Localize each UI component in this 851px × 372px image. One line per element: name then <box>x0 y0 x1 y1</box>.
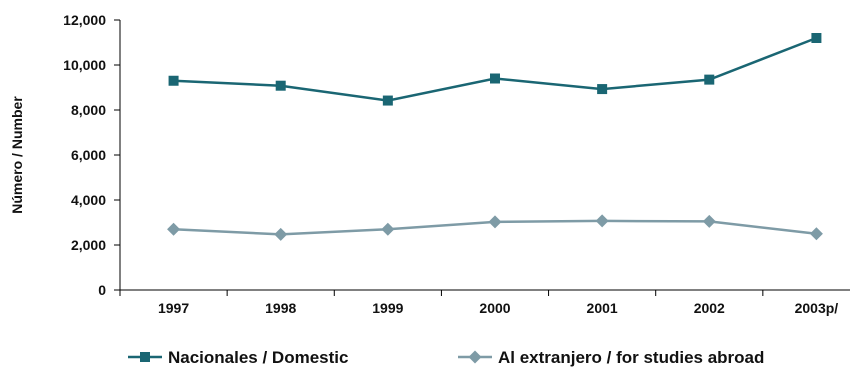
x-tick-label: 2000 <box>479 300 510 316</box>
x-tick-label: 2003p/ <box>795 300 839 316</box>
data-point <box>489 73 500 84</box>
y-axis-title: Número / Number <box>9 96 25 214</box>
y-tick-label: 0 <box>98 282 106 298</box>
legend-label: Al extranjero / for studies abroad <box>498 348 764 367</box>
data-point <box>382 95 393 106</box>
axes-layer <box>119 20 850 291</box>
data-point <box>704 74 715 85</box>
data-point <box>168 75 179 86</box>
data-point <box>809 227 823 241</box>
x-tick-label: 2002 <box>694 300 725 316</box>
y-tick-label: 12,000 <box>63 12 106 28</box>
legend: Nacionales / Domestic Al extranjero / for… <box>128 348 764 367</box>
x-tick-label: 1999 <box>372 300 403 316</box>
legend-item: Nacionales / Domestic <box>128 348 348 367</box>
y-tick-label: 6,000 <box>71 147 106 163</box>
data-point <box>488 215 502 229</box>
legend-label: Nacionales / Domestic <box>168 348 348 367</box>
data-point <box>381 222 395 236</box>
x-tick-label: 1997 <box>158 300 189 316</box>
data-point <box>274 227 288 241</box>
legend-swatch-marker <box>468 350 482 364</box>
data-point <box>275 80 286 91</box>
legend-swatch-marker <box>140 352 150 362</box>
y-tick-label: 8,000 <box>71 102 106 118</box>
x-tick-label: 1998 <box>265 300 296 316</box>
series-line <box>173 36 817 102</box>
data-point <box>595 214 609 228</box>
data-point <box>167 222 181 236</box>
data-point <box>702 214 716 228</box>
y-tick-label: 2,000 <box>71 237 106 253</box>
y-axis-ticks: 0 2,000 4,000 6,000 8,000 10,000 12,000 <box>63 12 120 298</box>
x-axis-ticks: 1997 1998 1999 2000 2001 2002 2003p/ <box>119 290 839 316</box>
x-tick-label: 2001 <box>587 300 618 316</box>
series-abroad <box>167 214 823 241</box>
data-point <box>597 84 608 95</box>
data-point <box>811 33 822 43</box>
legend-item: Al extranjero / for studies abroad <box>458 348 764 367</box>
series-layer <box>167 33 823 241</box>
y-tick-label: 4,000 <box>71 192 106 208</box>
y-tick-label: 10,000 <box>63 57 106 73</box>
series-domestic <box>168 33 822 106</box>
